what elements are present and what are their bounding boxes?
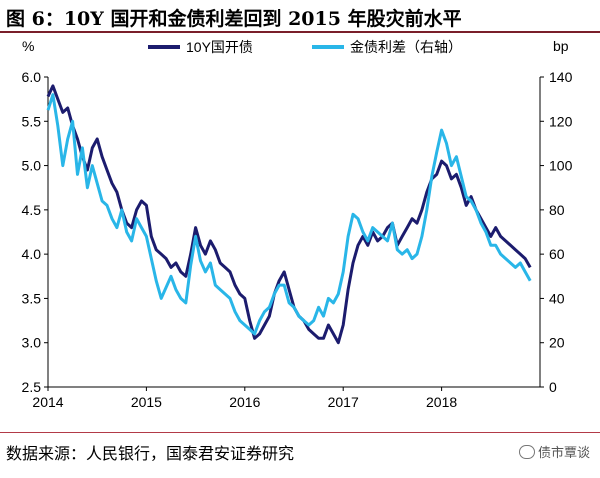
x-tick-label: 2018 — [426, 394, 457, 410]
x-tick-label: 2014 — [32, 394, 63, 410]
right-tick-label: 120 — [549, 113, 573, 129]
figure-header: 图 6：10Y 国开和金债利差回到 2015 年股灾前水平 — [0, 0, 600, 33]
x-tick-label: 2017 — [328, 394, 359, 410]
source-note: 数据来源：人民银行，国泰君安证券研究 — [6, 444, 295, 463]
watermark: 债市覃谈 — [518, 442, 590, 461]
right-tick-label: 60 — [549, 246, 565, 262]
right-tick-label: 0 — [549, 379, 557, 395]
wechat-icon — [518, 445, 535, 459]
left-tick-label: 2.5 — [22, 379, 42, 395]
right-tick-label: 100 — [549, 158, 573, 174]
chart-area: 2.5 3.0 3.5 4.0 4.5 5.0 5.5 6.0 0 20 40 60 80 100 120 1… — [0, 33, 600, 428]
x-tick-label: 2016 — [229, 394, 260, 410]
left-tick-label: 3.0 — [22, 335, 42, 351]
right-tick-label: 80 — [549, 202, 565, 218]
series-line-cdb — [46, 84, 532, 345]
left-unit-label: % — [22, 38, 34, 54]
left-tick-label: 3.5 — [22, 290, 42, 306]
title-divider — [0, 31, 600, 33]
source-divider — [0, 432, 600, 433]
legend-label: 金债利差（右轴） — [350, 39, 462, 55]
figure-title: 图 6：10Y 国开和金债利差回到 2015 年股灾前水平 — [6, 8, 462, 30]
left-tick-label: 4.5 — [22, 202, 42, 218]
right-tick-label: 40 — [549, 290, 565, 306]
right-tick-label: 20 — [549, 335, 565, 351]
watermark-text: 债市覃谈 — [537, 446, 590, 461]
right-unit-label: bp — [553, 38, 569, 54]
left-tick-label: 6.0 — [22, 69, 42, 85]
x-tick-label: 2015 — [131, 394, 162, 410]
left-tick-label: 4.0 — [22, 246, 42, 262]
line-chart: 2.5 3.0 3.5 4.0 4.5 5.0 5.5 6.0 0 20 40 60 80 100 120 1… — [22, 38, 573, 410]
series-line-spread — [46, 93, 532, 336]
right-tick-label: 140 — [549, 69, 573, 85]
left-tick-label: 5.5 — [22, 113, 42, 129]
left-tick-label: 5.0 — [22, 158, 42, 174]
legend-label: 10Y国开债 — [186, 39, 253, 55]
